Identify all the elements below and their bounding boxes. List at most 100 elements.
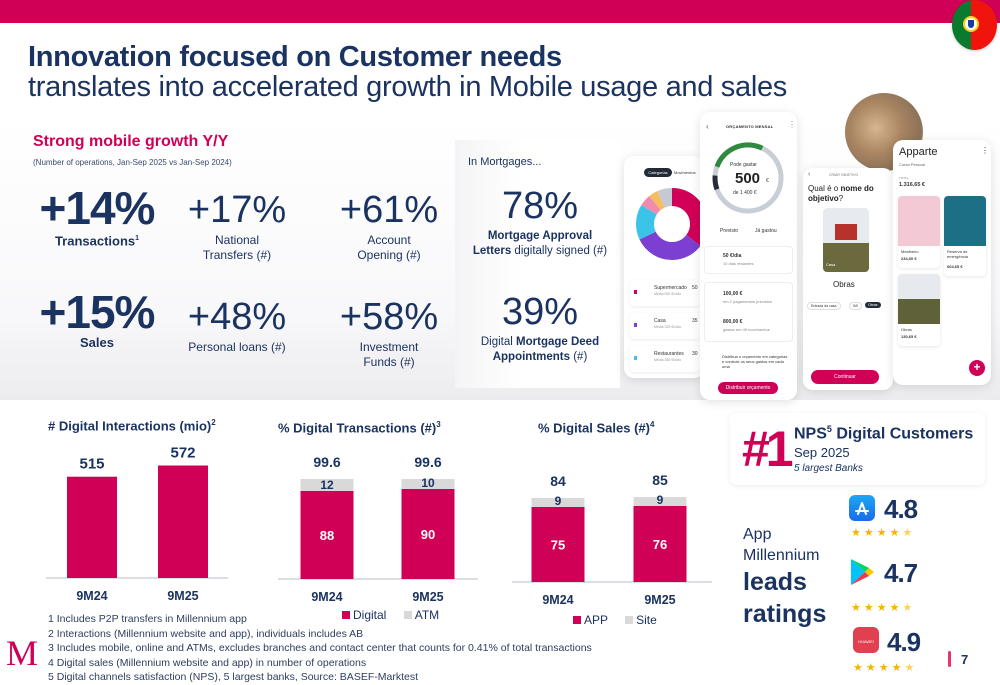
digital-interactions-chart: 515 9M24 572 9M25: [46, 445, 228, 603]
bar-digital-9M24: [300, 491, 354, 579]
donut-slice-other-3: [636, 188, 704, 260]
goal-chip[interactable]: IMI: [849, 302, 862, 310]
goal-question: Qual é o nome do objetivo?: [808, 184, 874, 203]
phone-goal-screen: ‹ CRIAR OBJETIVO Qual é o nome do objeti…: [803, 168, 893, 390]
row-sub: 10 dias restantes: [723, 261, 754, 266]
segment-value-label: 75: [551, 538, 565, 553]
kpi-label: National Transfers (#): [202, 233, 272, 262]
savings-goal-card[interactable]: Reserva de emergência 604,65 €: [944, 196, 986, 276]
kpi-investment-funds: +58% Investment Funds (#): [330, 297, 448, 370]
savings-goal-card[interactable]: Obras 130,65 €: [898, 274, 940, 346]
category-row[interactable]: Supermercado Média 550 €/ciclo 50: [630, 280, 700, 306]
can-spend-label: Pode gastar: [730, 162, 757, 168]
goal-chip[interactable]: Entrada da casa: [807, 302, 841, 310]
bar-total-label: 85: [652, 472, 668, 488]
category-sub: Média 350 €/ciclo: [654, 358, 682, 362]
phone-categories-screen: Categorias Movimentos Supermercado Média…: [624, 156, 704, 378]
bar-digital-9M25: [401, 489, 455, 579]
continue-button[interactable]: Continuar: [811, 370, 879, 384]
kpi-label: Personal loans (#): [188, 340, 286, 354]
kpi-personal-loans: +48% Personal loans (#): [176, 297, 298, 355]
kpi-value: +48%: [187, 296, 287, 338]
row-sub: em 2 pagamentos previstos: [723, 299, 773, 304]
kpi-label: Investment Funds (#): [359, 340, 419, 369]
chart-title: % Digital Sales (#)4: [538, 420, 655, 436]
bar-atm-9M24: [300, 479, 354, 491]
house-image: [898, 274, 940, 324]
goal-chip-selected[interactable]: Obras: [865, 302, 881, 308]
tab-categorias[interactable]: Categorias: [644, 168, 672, 177]
category-color-dot: [634, 290, 637, 294]
google-play-rating: 4.7: [884, 558, 918, 588]
segment-value-label: 9: [555, 494, 562, 508]
bar-app-9M25: [633, 506, 687, 582]
budget-total: de 1 400 €: [733, 190, 757, 196]
tab-movimentos[interactable]: Movimentos: [674, 170, 696, 175]
budget-currency: €: [766, 178, 769, 184]
donut-slice-casa: [636, 188, 704, 260]
bar-app-9M24: [531, 507, 585, 582]
page-title: Innovation focused on Customer needs: [28, 41, 562, 73]
budget-screen-title: ORÇAMENTO MENSAL: [726, 124, 774, 129]
category-tick-label: 9M25: [412, 590, 443, 604]
bar-site-9M24: [531, 498, 585, 507]
segment-value-label: 12: [320, 478, 334, 492]
ratings-lead-emphasis: leads ratings: [743, 568, 827, 628]
footnotes: 1 Includes P2P transfers in Millennium a…: [48, 612, 592, 685]
portugal-flag-icon: [952, 0, 997, 50]
budget-amount: 500: [735, 170, 761, 187]
apparte-total-label: TOTAL: [899, 176, 909, 180]
back-icon[interactable]: ‹: [706, 122, 709, 131]
budget-daily-row: 50 €/dia 10 dias restantes: [704, 246, 793, 274]
segment-value-label: 9: [657, 493, 664, 507]
segment-value-label: 90: [421, 527, 435, 542]
distribute-budget-button[interactable]: Distribuir orçamento: [718, 382, 778, 394]
goal-amount: 130,65 €: [901, 334, 917, 339]
phone-budget-screen: ‹ ORÇAMENTO MENSAL ⋮ Pode gastar 500 € d…: [700, 112, 797, 400]
kpi-mortgage-approval: 78% Mortgage Approval Letters digitally …: [460, 186, 620, 259]
growth-section-title: Strong mobile growth Y/Y: [33, 133, 229, 150]
category-donut-chart: [636, 188, 704, 260]
gauge-available-arc: [712, 142, 784, 214]
add-goal-button[interactable]: +: [969, 360, 985, 376]
budget-info-text: Distribua o orçamento em categorias e co…: [722, 354, 788, 369]
nps-subtitle: 5 largest Banks: [794, 463, 863, 474]
kpi-value: +58%: [339, 296, 439, 338]
category-tick-label: 9M24: [76, 589, 107, 603]
legend-item-app: APP: [573, 613, 608, 627]
back-icon[interactable]: ‹: [808, 171, 811, 178]
goal-name: Mealheiro: [901, 249, 919, 254]
legend-item-digital: Digital: [342, 608, 386, 622]
bar-value-label: 572: [170, 445, 195, 462]
bar-atm-9M25: [401, 479, 455, 489]
more-options-icon[interactable]: ⋮: [981, 146, 989, 155]
nps-card: [730, 413, 985, 485]
kpi-label: Transactions1: [54, 233, 140, 249]
goal-name-input[interactable]: Obras: [833, 280, 855, 289]
chart-title: # Digital Interactions (mio)2: [48, 418, 216, 434]
donut-slice-restaurantes: [636, 188, 704, 260]
category-tick-label: 9M24: [311, 590, 342, 604]
footnote: 3 Includes mobile, online and ATMs, excl…: [48, 642, 592, 654]
budget-summary-rows: 100,00 € em 2 pagamentos previstos 800,0…: [704, 282, 793, 342]
kpi-mortgage-deed: 39% Digital Mortgage Deed Appointments (…: [460, 292, 620, 365]
bar-total-label: 99.6: [414, 454, 441, 470]
page-number-marker: [948, 651, 951, 667]
category-amount: 30: [692, 351, 698, 357]
goal-card-house[interactable]: Casa: [823, 208, 869, 272]
category-tick-label: 9M25: [644, 593, 675, 607]
footnote: 1 Includes P2P transfers in Millennium a…: [48, 613, 247, 625]
more-options-icon[interactable]: ⋮: [788, 120, 796, 129]
savings-goal-card[interactable]: Mealheiro 234,00 €: [898, 196, 940, 268]
goal-name: Obras: [901, 327, 912, 332]
kpi-sales: +15% Sales: [38, 289, 156, 350]
kpi-value: 78%: [501, 185, 579, 227]
bar-value-label: 515: [79, 456, 104, 473]
bar-total-label: 84: [550, 473, 566, 489]
category-row[interactable]: Restaurantes Média 350 €/ciclo 30: [630, 346, 700, 372]
digital-transactions-chart: 88 12 99.6 9M24 90 10 99.6 9M25: [278, 454, 478, 604]
category-row[interactable]: Casa Média 325 €/ciclo 35: [630, 313, 700, 339]
goal-screen-title: CRIAR OBJETIVO: [829, 173, 859, 177]
kpi-value: +17%: [187, 189, 287, 231]
footnote: 2 Interactions (Millennium website and a…: [48, 627, 364, 640]
